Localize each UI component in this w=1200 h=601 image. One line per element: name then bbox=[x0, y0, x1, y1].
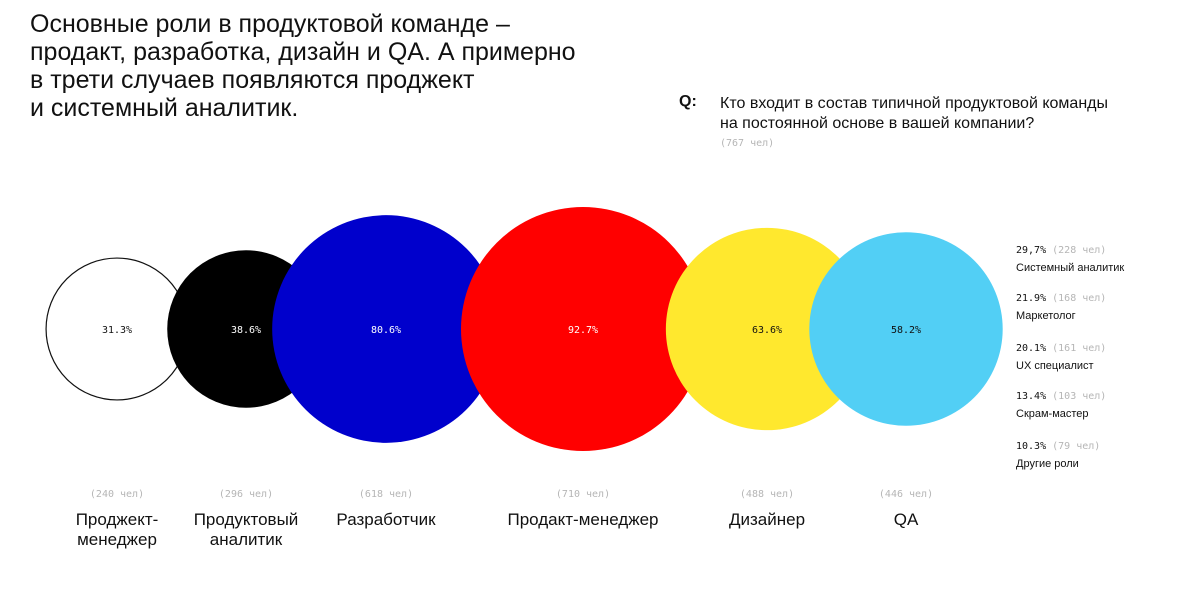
other-role-label: Системный аналитик bbox=[1016, 262, 1125, 274]
other-role-label: Маркетолог bbox=[1016, 310, 1076, 322]
role-label: Проджект-менеджер bbox=[76, 510, 159, 550]
other-role-label: Скрам-мастер bbox=[1016, 408, 1089, 420]
question-line: на постоянной основе в вашей компании? bbox=[720, 115, 1035, 132]
other-role-percent: 13.4% bbox=[1016, 391, 1047, 402]
headline-line: в трети случаев появляются проджект bbox=[30, 66, 475, 94]
question-line: Кто входит в состав типичной продуктовой… bbox=[720, 95, 1108, 112]
role-label: Продуктовый аналитик bbox=[194, 510, 299, 550]
role-label-line: Проджект- bbox=[75, 510, 159, 529]
other-role-label: Другие роли bbox=[1016, 458, 1079, 470]
bubble-count-label: (710 чел) bbox=[555, 489, 611, 500]
page-headline: Основные роли в продуктовой команде – пр… bbox=[30, 10, 630, 122]
other-role-item: 20.1% (161 чел) UX специалист bbox=[1016, 342, 1186, 373]
bubble-percent-label: 92.7% bbox=[568, 325, 598, 336]
role-label: Разработчик bbox=[336, 510, 435, 530]
other-role-item: 10.3% (79 чел) Другие роли bbox=[1016, 440, 1186, 471]
role-label-line: Продакт-менеджер bbox=[507, 510, 659, 529]
other-role-label: UX специалист bbox=[1016, 360, 1094, 372]
other-role-percent: 21.9% bbox=[1016, 293, 1047, 304]
role-label-line: менеджер bbox=[77, 530, 157, 549]
headline-line: и системный аналитик. bbox=[30, 94, 299, 122]
role-label: QA bbox=[894, 510, 919, 530]
bubble-count-label: (446 чел) bbox=[878, 489, 934, 500]
other-role-item: 21.9% (168 чел) Маркетолог bbox=[1016, 292, 1186, 323]
bubble bbox=[461, 207, 705, 451]
other-role-count: (103 чел) bbox=[1052, 391, 1107, 402]
bubble-percent-label: 31.3% bbox=[102, 325, 132, 336]
role-label-line: аналитик bbox=[209, 530, 283, 549]
headline-line: продакт, разработка, дизайн и QA. А прим… bbox=[30, 38, 576, 66]
question-marker: Q: bbox=[679, 93, 697, 110]
other-role-percent: 20.1% bbox=[1016, 343, 1047, 354]
bubble-percent-label: 38.6% bbox=[231, 325, 261, 336]
other-role-item: 29,7% (228 чел) Системный аналитик bbox=[1016, 244, 1186, 275]
other-role-count: (161 чел) bbox=[1052, 343, 1107, 354]
other-role-count: (168 чел) bbox=[1052, 293, 1107, 304]
bubble-percent-label: 63.6% bbox=[752, 325, 782, 336]
role-label-line: Дизайнер bbox=[728, 510, 806, 529]
other-role-count: (228 чел) bbox=[1052, 245, 1107, 256]
role-label-line: Разработчик bbox=[336, 510, 436, 529]
role-label-line: Продуктовый bbox=[193, 510, 299, 529]
respondent-count: (767 чел) bbox=[720, 138, 775, 149]
bubble bbox=[665, 227, 869, 431]
other-role-percent: 29,7% bbox=[1016, 245, 1047, 256]
bubble-count-label: (488 чел) bbox=[739, 489, 795, 500]
role-label: Продакт-менеджер bbox=[507, 510, 658, 530]
role-label: Дизайнер bbox=[729, 510, 805, 530]
headline-line: Основные роли в продуктовой команде – bbox=[30, 10, 510, 38]
bubble-percent-label: 80.6% bbox=[371, 325, 401, 336]
bubble bbox=[272, 215, 500, 443]
other-role-percent: 10.3% bbox=[1016, 441, 1047, 452]
bubble-count-label: (240 чел) bbox=[89, 489, 145, 500]
bubble-count-label: (296 чел) bbox=[218, 489, 274, 500]
bubble-percent-label: 58.2% bbox=[891, 325, 921, 336]
role-label-line: QA bbox=[893, 510, 919, 529]
bubble-count-label: (618 чел) bbox=[358, 489, 414, 500]
bubble bbox=[809, 232, 1003, 426]
other-role-count: (79 чел) bbox=[1052, 441, 1101, 452]
survey-question: Кто входит в состав типичной продуктовой… bbox=[720, 94, 1190, 134]
other-role-item: 13.4% (103 чел) Скрам-мастер bbox=[1016, 390, 1186, 421]
